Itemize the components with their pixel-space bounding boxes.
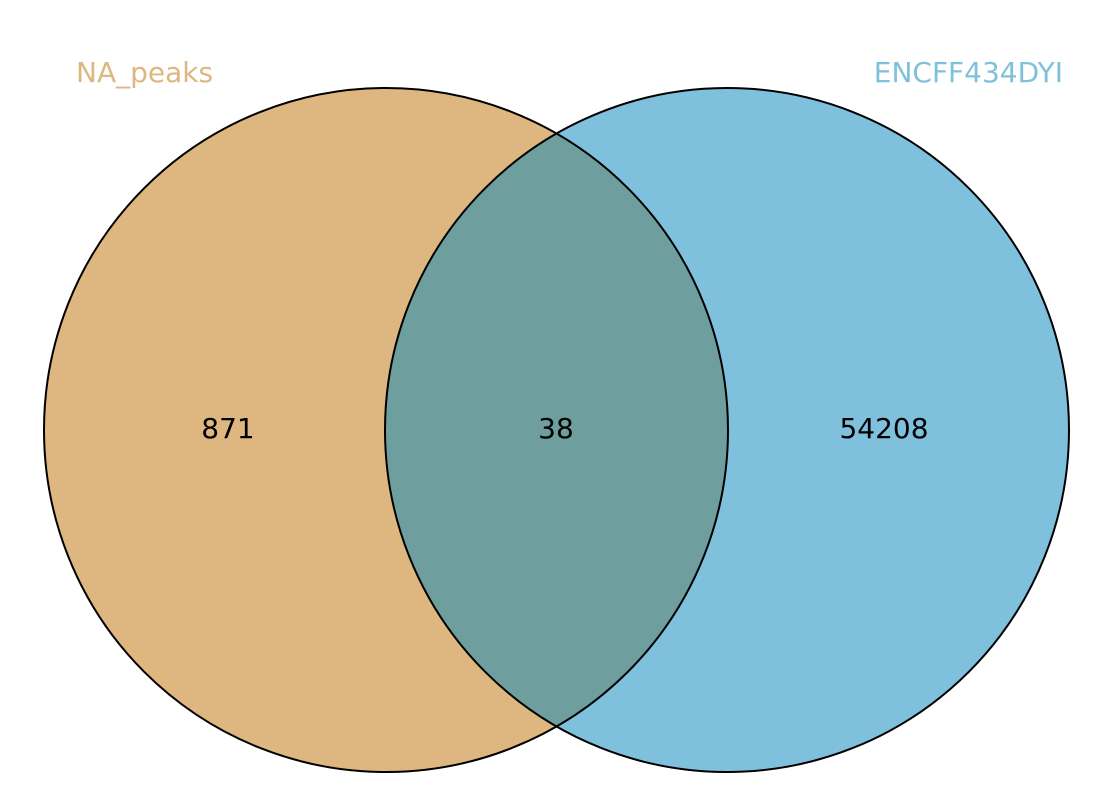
set-outline-na-peaks [43, 87, 729, 773]
count-right-only: 54208 [839, 412, 928, 445]
count-intersection: 38 [538, 412, 574, 445]
set-label-encff434dyi: ENCFF434DYI [874, 56, 1063, 89]
set-outline-encff434dyi [384, 87, 1070, 773]
count-left-only: 871 [201, 412, 254, 445]
set-label-na-peaks: NA_peaks [76, 56, 213, 89]
